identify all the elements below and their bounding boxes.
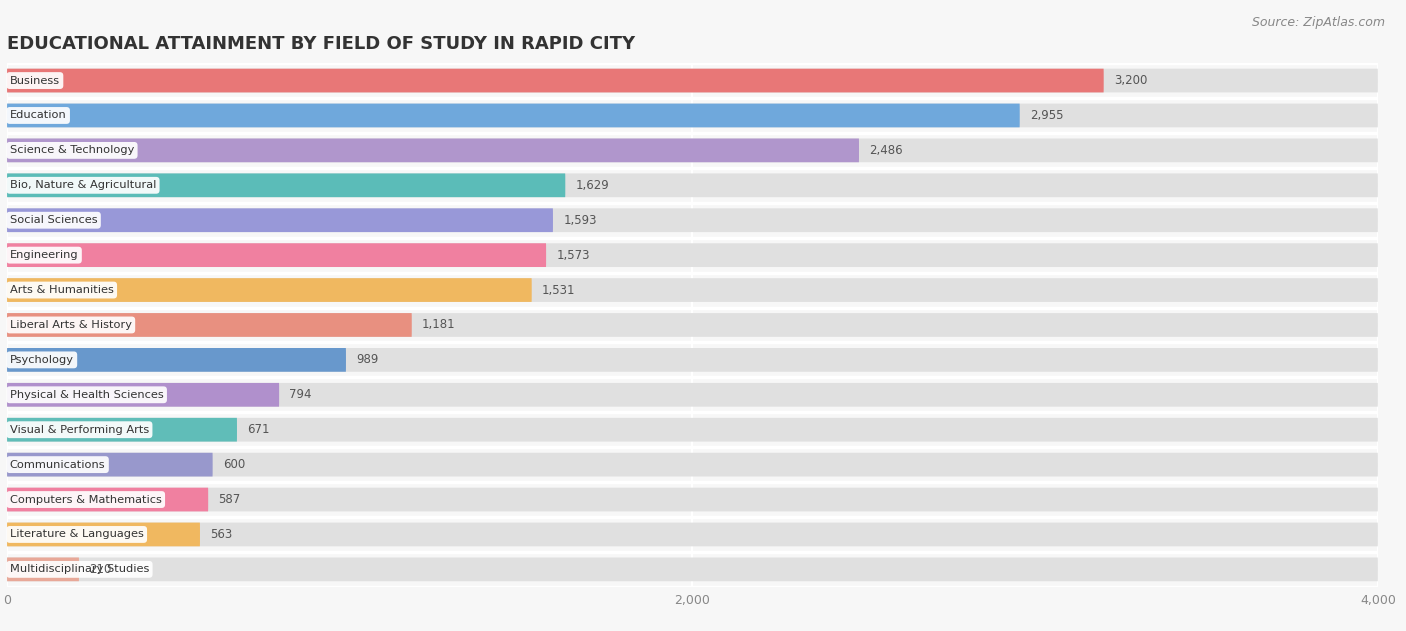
FancyBboxPatch shape: [7, 69, 1104, 92]
Text: Bio, Nature & Agricultural: Bio, Nature & Agricultural: [10, 180, 156, 191]
Text: 563: 563: [211, 528, 232, 541]
FancyBboxPatch shape: [7, 139, 859, 162]
FancyBboxPatch shape: [7, 139, 1378, 162]
Text: Education: Education: [10, 110, 66, 121]
Text: Engineering: Engineering: [10, 250, 79, 260]
Text: 1,573: 1,573: [557, 249, 591, 262]
FancyBboxPatch shape: [7, 488, 208, 511]
Text: 1,629: 1,629: [575, 179, 609, 192]
Text: Social Sciences: Social Sciences: [10, 215, 97, 225]
FancyBboxPatch shape: [7, 208, 553, 232]
Text: Liberal Arts & History: Liberal Arts & History: [10, 320, 132, 330]
Text: 2,486: 2,486: [869, 144, 903, 157]
FancyBboxPatch shape: [7, 278, 531, 302]
FancyBboxPatch shape: [7, 558, 79, 581]
FancyBboxPatch shape: [7, 453, 1378, 476]
Text: Business: Business: [10, 76, 60, 86]
FancyBboxPatch shape: [7, 244, 1378, 267]
FancyBboxPatch shape: [7, 522, 200, 546]
Text: Communications: Communications: [10, 459, 105, 469]
FancyBboxPatch shape: [7, 488, 1378, 511]
FancyBboxPatch shape: [7, 522, 1378, 546]
FancyBboxPatch shape: [7, 244, 546, 267]
Text: Literature & Languages: Literature & Languages: [10, 529, 143, 540]
FancyBboxPatch shape: [7, 313, 1378, 337]
FancyBboxPatch shape: [7, 348, 346, 372]
Text: Physical & Health Sciences: Physical & Health Sciences: [10, 390, 163, 400]
FancyBboxPatch shape: [7, 348, 1378, 372]
FancyBboxPatch shape: [7, 558, 1378, 581]
FancyBboxPatch shape: [7, 103, 1378, 127]
Text: EDUCATIONAL ATTAINMENT BY FIELD OF STUDY IN RAPID CITY: EDUCATIONAL ATTAINMENT BY FIELD OF STUDY…: [7, 35, 636, 53]
Text: 2,955: 2,955: [1031, 109, 1063, 122]
Text: 671: 671: [247, 423, 270, 436]
Text: Psychology: Psychology: [10, 355, 73, 365]
Text: Visual & Performing Arts: Visual & Performing Arts: [10, 425, 149, 435]
Text: 1,593: 1,593: [564, 214, 596, 227]
FancyBboxPatch shape: [7, 418, 238, 442]
FancyBboxPatch shape: [7, 69, 1378, 92]
Text: 3,200: 3,200: [1114, 74, 1147, 87]
FancyBboxPatch shape: [7, 208, 1378, 232]
Text: 600: 600: [224, 458, 245, 471]
FancyBboxPatch shape: [7, 418, 1378, 442]
FancyBboxPatch shape: [7, 383, 1378, 406]
FancyBboxPatch shape: [7, 174, 565, 197]
Text: Source: ZipAtlas.com: Source: ZipAtlas.com: [1251, 16, 1385, 29]
FancyBboxPatch shape: [7, 174, 1378, 197]
Text: 1,181: 1,181: [422, 319, 456, 331]
Text: 587: 587: [218, 493, 240, 506]
Text: Science & Technology: Science & Technology: [10, 145, 134, 155]
Text: 794: 794: [290, 388, 312, 401]
FancyBboxPatch shape: [7, 278, 1378, 302]
FancyBboxPatch shape: [7, 453, 212, 476]
Text: 210: 210: [90, 563, 111, 576]
FancyBboxPatch shape: [7, 103, 1019, 127]
Text: 1,531: 1,531: [541, 283, 575, 297]
Text: Multidisciplinary Studies: Multidisciplinary Studies: [10, 564, 149, 574]
Text: 989: 989: [356, 353, 378, 367]
Text: Computers & Mathematics: Computers & Mathematics: [10, 495, 162, 505]
FancyBboxPatch shape: [7, 313, 412, 337]
Text: Arts & Humanities: Arts & Humanities: [10, 285, 114, 295]
FancyBboxPatch shape: [7, 383, 280, 406]
